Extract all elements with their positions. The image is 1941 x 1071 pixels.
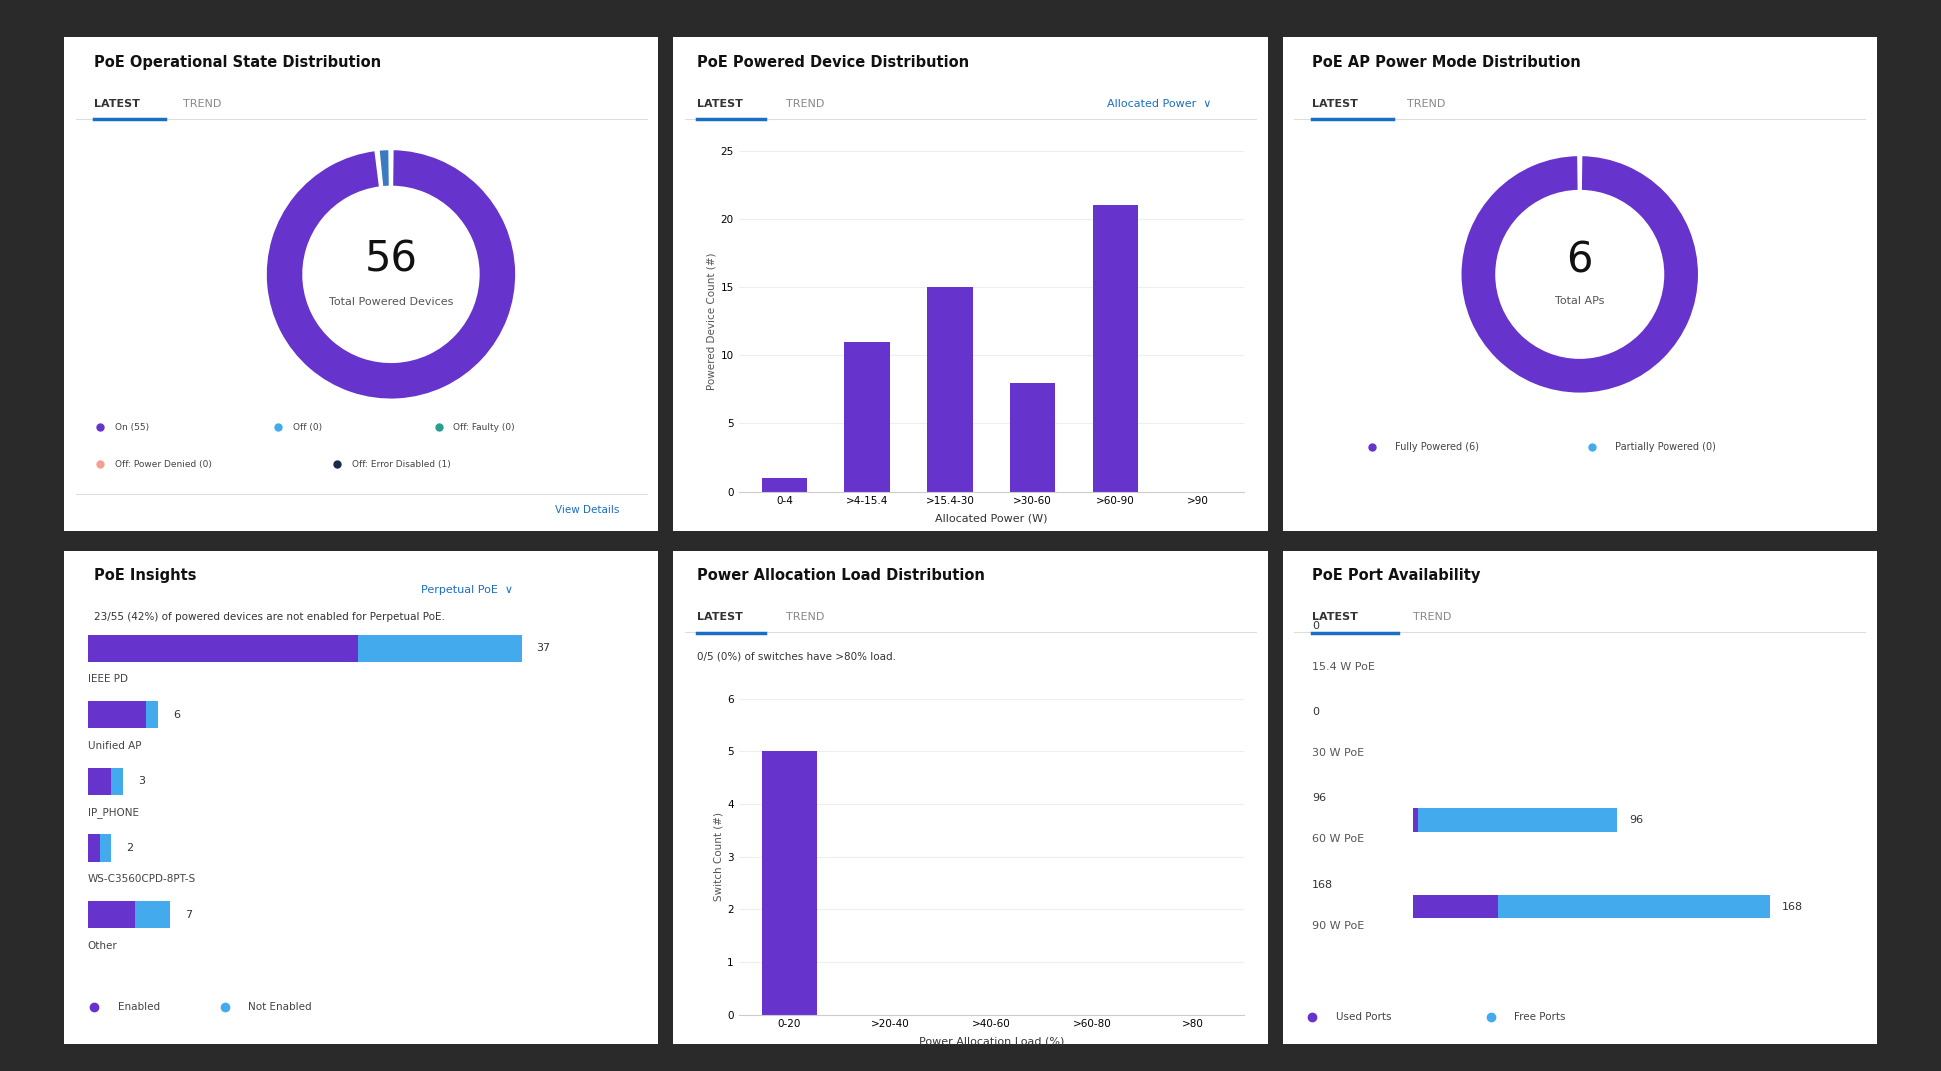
Text: 168: 168: [1312, 879, 1333, 890]
Text: Partially Powered (0): Partially Powered (0): [1615, 442, 1716, 452]
Text: TREND: TREND: [786, 100, 825, 109]
FancyBboxPatch shape: [87, 901, 134, 929]
Text: 168: 168: [1782, 902, 1803, 911]
Text: TREND: TREND: [1413, 613, 1452, 622]
Text: View Details: View Details: [555, 506, 619, 515]
Text: 90 W PoE: 90 W PoE: [1312, 921, 1365, 931]
Text: 6: 6: [173, 710, 181, 720]
FancyBboxPatch shape: [1413, 894, 1498, 918]
FancyBboxPatch shape: [357, 635, 522, 662]
Text: 0: 0: [1312, 621, 1320, 631]
FancyBboxPatch shape: [1498, 894, 1770, 918]
FancyBboxPatch shape: [87, 635, 357, 662]
FancyBboxPatch shape: [87, 702, 146, 728]
Text: Power Allocation Load Distribution: Power Allocation Load Distribution: [697, 568, 984, 583]
Text: LATEST: LATEST: [1312, 613, 1359, 622]
Text: IEEE PD: IEEE PD: [87, 674, 128, 684]
Wedge shape: [266, 149, 516, 399]
Text: 0: 0: [1312, 707, 1320, 718]
Point: [153, 112, 177, 125]
Text: 37: 37: [536, 644, 551, 653]
FancyBboxPatch shape: [111, 768, 122, 795]
Text: IP_PHONE: IP_PHONE: [87, 808, 140, 818]
FancyBboxPatch shape: [1413, 809, 1417, 832]
Text: PoE Insights: PoE Insights: [93, 568, 196, 583]
Bar: [761, 478, 807, 492]
Point: [82, 112, 105, 125]
Text: Off (0): Off (0): [293, 423, 322, 432]
Text: Off: Power Denied (0): Off: Power Denied (0): [115, 459, 212, 469]
Text: PoE AP Power Mode Distribution: PoE AP Power Mode Distribution: [1312, 55, 1582, 70]
Text: Used Ports: Used Ports: [1335, 1012, 1392, 1022]
Text: TREND: TREND: [182, 100, 221, 109]
Point: [753, 627, 776, 639]
Bar: [844, 342, 889, 492]
Text: 56: 56: [365, 239, 417, 281]
Text: Fully Powered (6): Fully Powered (6): [1396, 442, 1479, 452]
Text: Not Enabled: Not Enabled: [248, 1002, 313, 1012]
FancyBboxPatch shape: [87, 834, 99, 862]
FancyBboxPatch shape: [1417, 809, 1617, 832]
Bar: [761, 752, 817, 1014]
Text: LATEST: LATEST: [93, 100, 140, 109]
Text: Enabled: Enabled: [118, 1002, 159, 1012]
Text: 30 W PoE: 30 W PoE: [1312, 749, 1365, 758]
Text: TREND: TREND: [786, 613, 825, 622]
Text: Total Powered Devices: Total Powered Devices: [328, 297, 452, 307]
FancyBboxPatch shape: [87, 768, 111, 795]
Text: Off: Faulty (0): Off: Faulty (0): [454, 423, 514, 432]
Point: [685, 112, 708, 125]
Text: Perpetual PoE  ∨: Perpetual PoE ∨: [421, 585, 512, 595]
Text: 96: 96: [1312, 794, 1326, 803]
Wedge shape: [378, 149, 390, 187]
Point: [753, 112, 776, 125]
Text: TREND: TREND: [1407, 100, 1446, 109]
Text: 3: 3: [138, 776, 146, 786]
Point: [1300, 627, 1324, 639]
Text: PoE Port Availability: PoE Port Availability: [1312, 568, 1481, 583]
Text: 96: 96: [1628, 815, 1644, 825]
Text: PoE Operational State Distribution: PoE Operational State Distribution: [93, 55, 380, 70]
Point: [1380, 112, 1403, 125]
Text: On (55): On (55): [115, 423, 149, 432]
Text: 23/55 (42%) of powered devices are not enabled for Perpetual PoE.: 23/55 (42%) of powered devices are not e…: [93, 613, 444, 622]
Bar: [1093, 206, 1137, 492]
Text: LATEST: LATEST: [697, 613, 743, 622]
Point: [685, 627, 708, 639]
Bar: [1009, 382, 1056, 492]
Text: 0/5 (0%) of switches have >80% load.: 0/5 (0%) of switches have >80% load.: [697, 652, 897, 662]
Text: 15.4 W PoE: 15.4 W PoE: [1312, 662, 1374, 672]
Text: Unified AP: Unified AP: [87, 741, 142, 751]
Text: Allocated Power  ∨: Allocated Power ∨: [1106, 100, 1211, 109]
Bar: [928, 287, 972, 492]
FancyBboxPatch shape: [99, 834, 111, 862]
Text: 2: 2: [126, 843, 134, 854]
Point: [1386, 627, 1409, 639]
Text: Other: Other: [87, 940, 118, 951]
Text: PoE Powered Device Distribution: PoE Powered Device Distribution: [697, 55, 969, 70]
Text: 60 W PoE: 60 W PoE: [1312, 834, 1365, 845]
Text: WS-C3560CPD-8PT-S: WS-C3560CPD-8PT-S: [87, 874, 196, 884]
X-axis label: Power Allocation Load (%): Power Allocation Load (%): [918, 1037, 1064, 1046]
Point: [1300, 112, 1324, 125]
Y-axis label: Powered Device Count (#): Powered Device Count (#): [707, 253, 716, 390]
Text: LATEST: LATEST: [697, 100, 743, 109]
Text: 6: 6: [1566, 239, 1594, 281]
Y-axis label: Switch Count (#): Switch Count (#): [712, 812, 724, 901]
Text: Free Ports: Free Ports: [1514, 1012, 1566, 1022]
FancyBboxPatch shape: [146, 702, 159, 728]
Wedge shape: [1460, 155, 1698, 394]
Text: Off: Error Disabled (1): Off: Error Disabled (1): [353, 459, 450, 469]
FancyBboxPatch shape: [134, 901, 171, 929]
Text: Total APs: Total APs: [1555, 296, 1605, 305]
X-axis label: Allocated Power (W): Allocated Power (W): [936, 513, 1048, 524]
Text: LATEST: LATEST: [1312, 100, 1359, 109]
Text: 7: 7: [184, 909, 192, 920]
